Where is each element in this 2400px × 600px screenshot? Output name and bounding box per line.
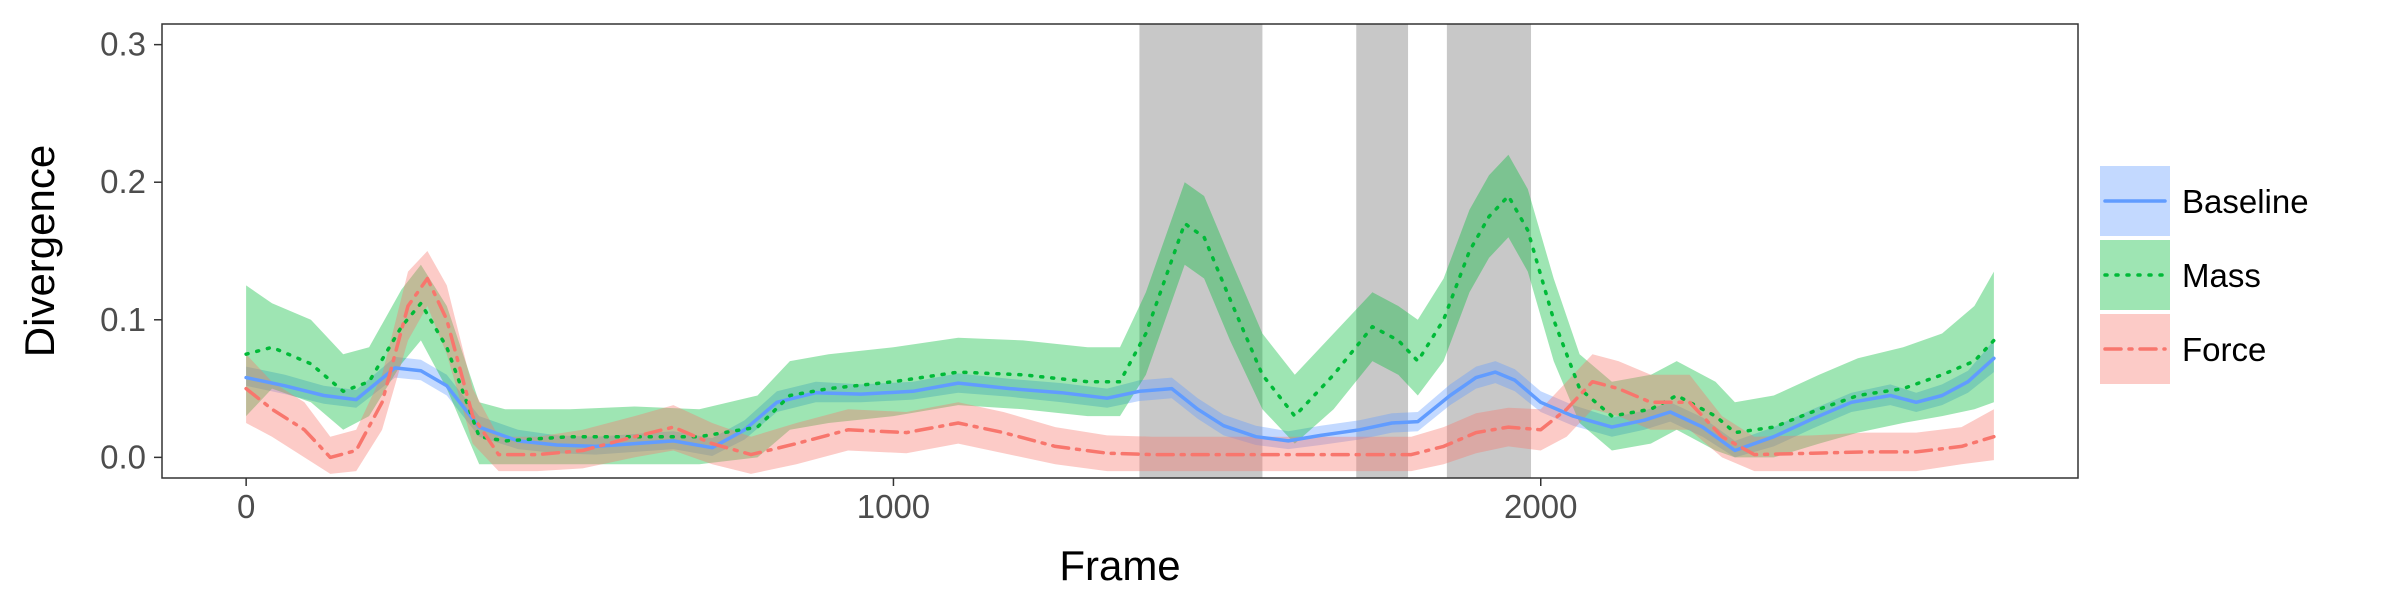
- x-tick-label: 2000: [1504, 488, 1577, 525]
- shaded-regions: [1139, 24, 1532, 478]
- plot-panel: [161, 23, 2079, 479]
- baseline-line: [244, 356, 1996, 453]
- shaded-region-1: [1139, 24, 1263, 478]
- x-axis-title: Frame: [1059, 542, 1180, 589]
- plot-border: [161, 23, 2079, 479]
- y-tick-label: 0.1: [100, 301, 146, 338]
- shaded-region-3: [1446, 24, 1532, 478]
- y-axis-title: Divergence: [16, 145, 63, 357]
- legend-item-force: Force: [2100, 314, 2266, 384]
- y-tick-label: 0.0: [100, 438, 146, 475]
- mass-confidence-ribbon: [246, 154, 1994, 465]
- plot-background: [162, 24, 2078, 478]
- baseline-confidence-ribbon: [246, 340, 1994, 458]
- force-line: [244, 276, 1996, 460]
- y-axis: 0.0 0.1 0.2 0.3: [100, 26, 162, 475]
- legend-item-mass: Mass: [2100, 240, 2261, 310]
- y-tick-label: 0.3: [100, 26, 146, 63]
- x-tick-label: 1000: [857, 488, 930, 525]
- legend-label: Mass: [2182, 257, 2261, 294]
- shaded-region-2: [1356, 24, 1409, 478]
- legend-label: Force: [2182, 331, 2266, 368]
- legend-label: Baseline: [2182, 183, 2309, 220]
- legend-item-baseline: Baseline: [2100, 166, 2309, 236]
- legend: Baseline Mass Force: [2100, 166, 2309, 384]
- y-tick-label: 0.2: [100, 163, 146, 200]
- x-tick-label: 0: [237, 488, 255, 525]
- x-axis: 0 1000 2000: [237, 478, 1577, 525]
- series-lines: [244, 194, 1996, 460]
